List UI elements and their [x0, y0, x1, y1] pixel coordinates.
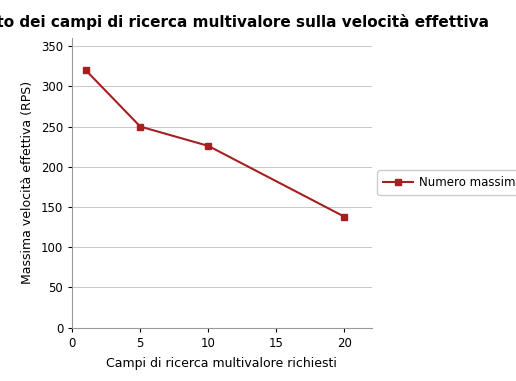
Numero massimo RPS: [341, 215, 347, 219]
X-axis label: Campi di ricerca multivalore richiesti: Campi di ricerca multivalore richiesti: [106, 357, 337, 370]
Line: Numero massimo RPS: Numero massimo RPS: [83, 67, 348, 220]
Numero massimo RPS: [137, 124, 143, 129]
Legend: Numero massimo RPS: Numero massimo RPS: [377, 170, 516, 195]
Y-axis label: Massima velocità effettiva (RPS): Massima velocità effettiva (RPS): [21, 81, 34, 285]
Title: Effetto dei campi di ricerca multivalore sulla velocità effettiva: Effetto dei campi di ricerca multivalore…: [0, 14, 489, 30]
Numero massimo RPS: [205, 144, 212, 148]
Numero massimo RPS: [83, 68, 89, 72]
